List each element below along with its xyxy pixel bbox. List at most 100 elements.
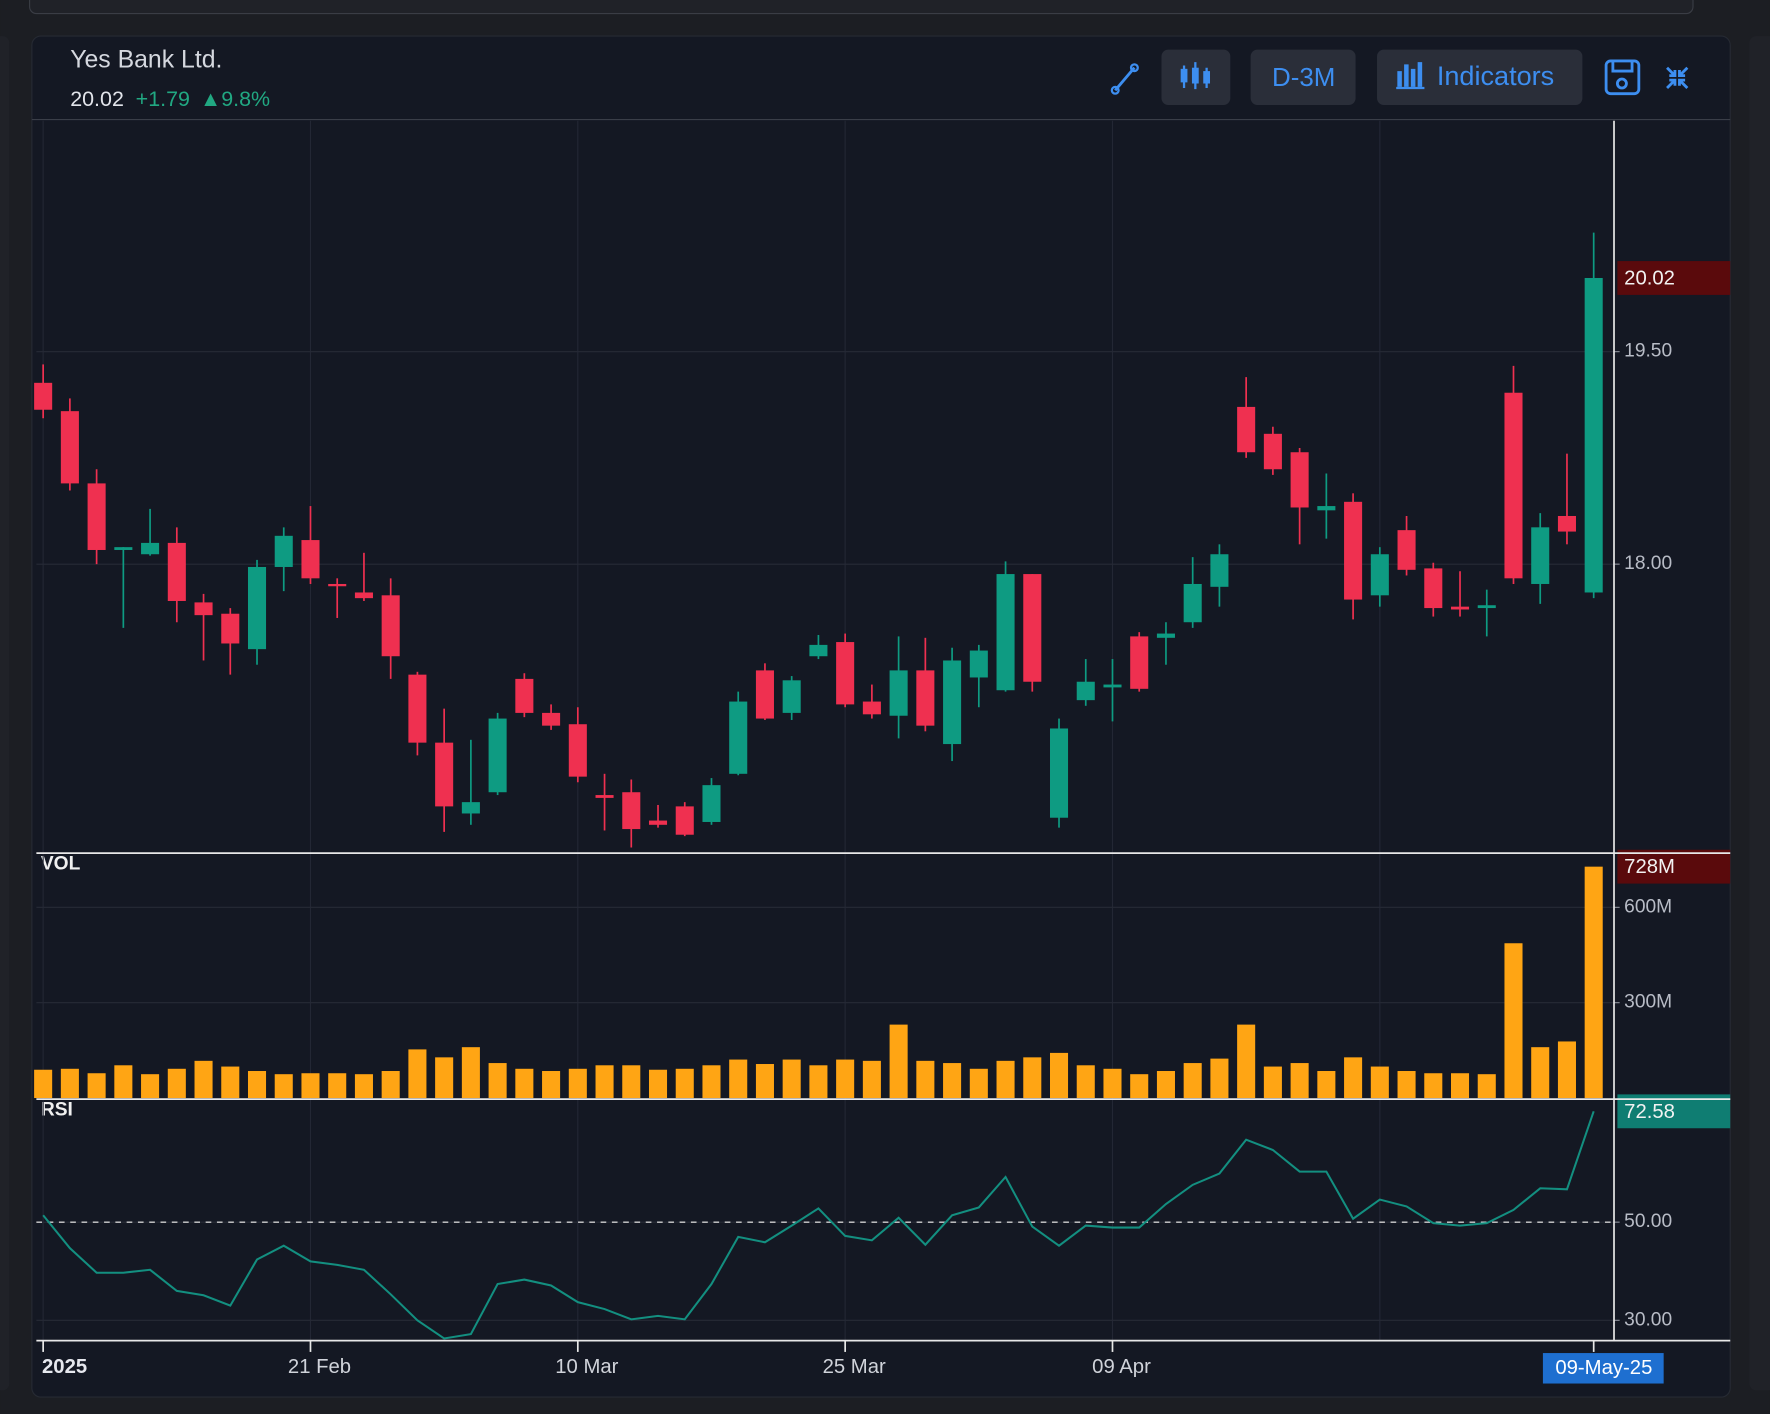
volume-bar: [1023, 1057, 1042, 1099]
candle-body: [435, 742, 454, 807]
candle-body: [1557, 515, 1576, 532]
volume-bar: [1450, 1073, 1470, 1099]
y-tick-label: 19.50: [1624, 341, 1672, 362]
candle-body: [301, 540, 320, 579]
volume-bar: [996, 1060, 1015, 1099]
candle-body: [114, 547, 133, 550]
right-panel: [1749, 36, 1770, 1391]
save-icon: [1604, 59, 1641, 96]
volume-bar: [1290, 1063, 1309, 1099]
candle-body: [1237, 406, 1256, 453]
volume-bar: [328, 1073, 347, 1099]
indicators-button[interactable]: Indicators: [1377, 49, 1583, 105]
volume-bar: [221, 1066, 240, 1099]
candle-body: [34, 382, 53, 410]
y-tick-label: 600M: [1624, 896, 1672, 917]
candle-body: [1317, 506, 1336, 511]
last-value-tag: [1617, 1094, 1731, 1129]
volume-bar: [1263, 1066, 1282, 1099]
candle-body: [1210, 554, 1229, 587]
candle-icon: [1203, 71, 1211, 84]
save-icon: [1611, 60, 1634, 73]
candle-body: [1130, 636, 1149, 689]
volume-bar: [87, 1073, 106, 1099]
volume-bar: [1397, 1071, 1416, 1099]
volume-bar: [1130, 1074, 1149, 1099]
candle-body: [1156, 633, 1175, 638]
candle-body: [1076, 681, 1095, 701]
volume-bar: [836, 1059, 855, 1099]
volume-bar: [461, 1047, 480, 1099]
candle-body: [969, 650, 988, 678]
range-button[interactable]: D-3M: [1250, 49, 1356, 105]
left-panel: [0, 36, 10, 1391]
draw-icon: [1114, 66, 1136, 92]
volume-bar: [755, 1064, 774, 1099]
volume-bar: [274, 1074, 293, 1099]
volume-bar: [1424, 1073, 1443, 1099]
draw-icon-dot: [1129, 63, 1139, 73]
candle-body: [1290, 452, 1309, 508]
volume-bar: [916, 1060, 935, 1099]
candle-body: [862, 701, 881, 715]
draw-tool[interactable]: [1110, 63, 1139, 95]
candle-body: [836, 642, 855, 705]
candle-body: [889, 670, 908, 716]
volume-bar: [408, 1049, 427, 1099]
last-value-label: 20.02: [1624, 267, 1675, 289]
volume-bar: [1477, 1074, 1496, 1099]
candle-body: [247, 566, 267, 650]
candle-body: [515, 678, 534, 713]
candle-body: [1049, 728, 1069, 818]
x-tick-label: 25 Mar: [823, 1356, 886, 1378]
volume-bar: [1210, 1058, 1229, 1099]
x-tick-label: 09 Apr: [1092, 1356, 1151, 1378]
last-value-tag: [1617, 261, 1731, 295]
volume-bar: [809, 1065, 828, 1099]
candle-body: [488, 718, 507, 793]
volume-bar: [729, 1059, 748, 1099]
x-tick-label: 21 Feb: [288, 1356, 351, 1378]
y-tick-label: 30.00: [1624, 1309, 1672, 1330]
candle-body: [221, 613, 240, 644]
x-tick-label: 2025: [42, 1356, 87, 1378]
candle-body: [675, 806, 694, 835]
candle-body: [354, 592, 373, 599]
pane-title: RSI: [41, 1099, 73, 1120]
last-price: 20.02: [70, 87, 124, 111]
candle-body: [648, 820, 668, 825]
candle-body: [194, 602, 213, 616]
save-icon: [1615, 77, 1628, 90]
volume-bar: [488, 1063, 507, 1099]
candle-body: [782, 680, 801, 713]
candle-body: [408, 674, 427, 743]
candle-body: [916, 670, 935, 726]
volume-bar: [1584, 866, 1603, 1099]
button-label: D-3M: [1272, 64, 1335, 92]
candle-icon: [1191, 67, 1199, 84]
volume-bar: [167, 1068, 186, 1099]
candle-body: [1504, 392, 1523, 579]
volume-bar: [1557, 1041, 1576, 1099]
collapse-button[interactable]: [1666, 66, 1689, 90]
candle-body: [1023, 574, 1042, 682]
volume-bar: [141, 1074, 160, 1099]
candle-body: [274, 535, 293, 567]
candle-body: [622, 792, 641, 830]
last-value-label: 72.58: [1624, 1101, 1675, 1123]
save-button[interactable]: [1604, 59, 1641, 96]
volume-bar: [1370, 1066, 1389, 1099]
candle-body: [381, 595, 400, 657]
volume-bar: [568, 1068, 587, 1099]
button-bg: [1377, 49, 1583, 105]
chart-type-button[interactable]: [1161, 49, 1231, 105]
indicators-icon: [1397, 62, 1423, 87]
volume-bar: [648, 1069, 668, 1099]
candle-body: [1477, 605, 1496, 609]
volume-bar: [595, 1065, 614, 1099]
rsi-line: [42, 1110, 1595, 1340]
instrument-title: Yes Bank Ltd.: [70, 47, 222, 74]
candle-body: [809, 644, 828, 657]
